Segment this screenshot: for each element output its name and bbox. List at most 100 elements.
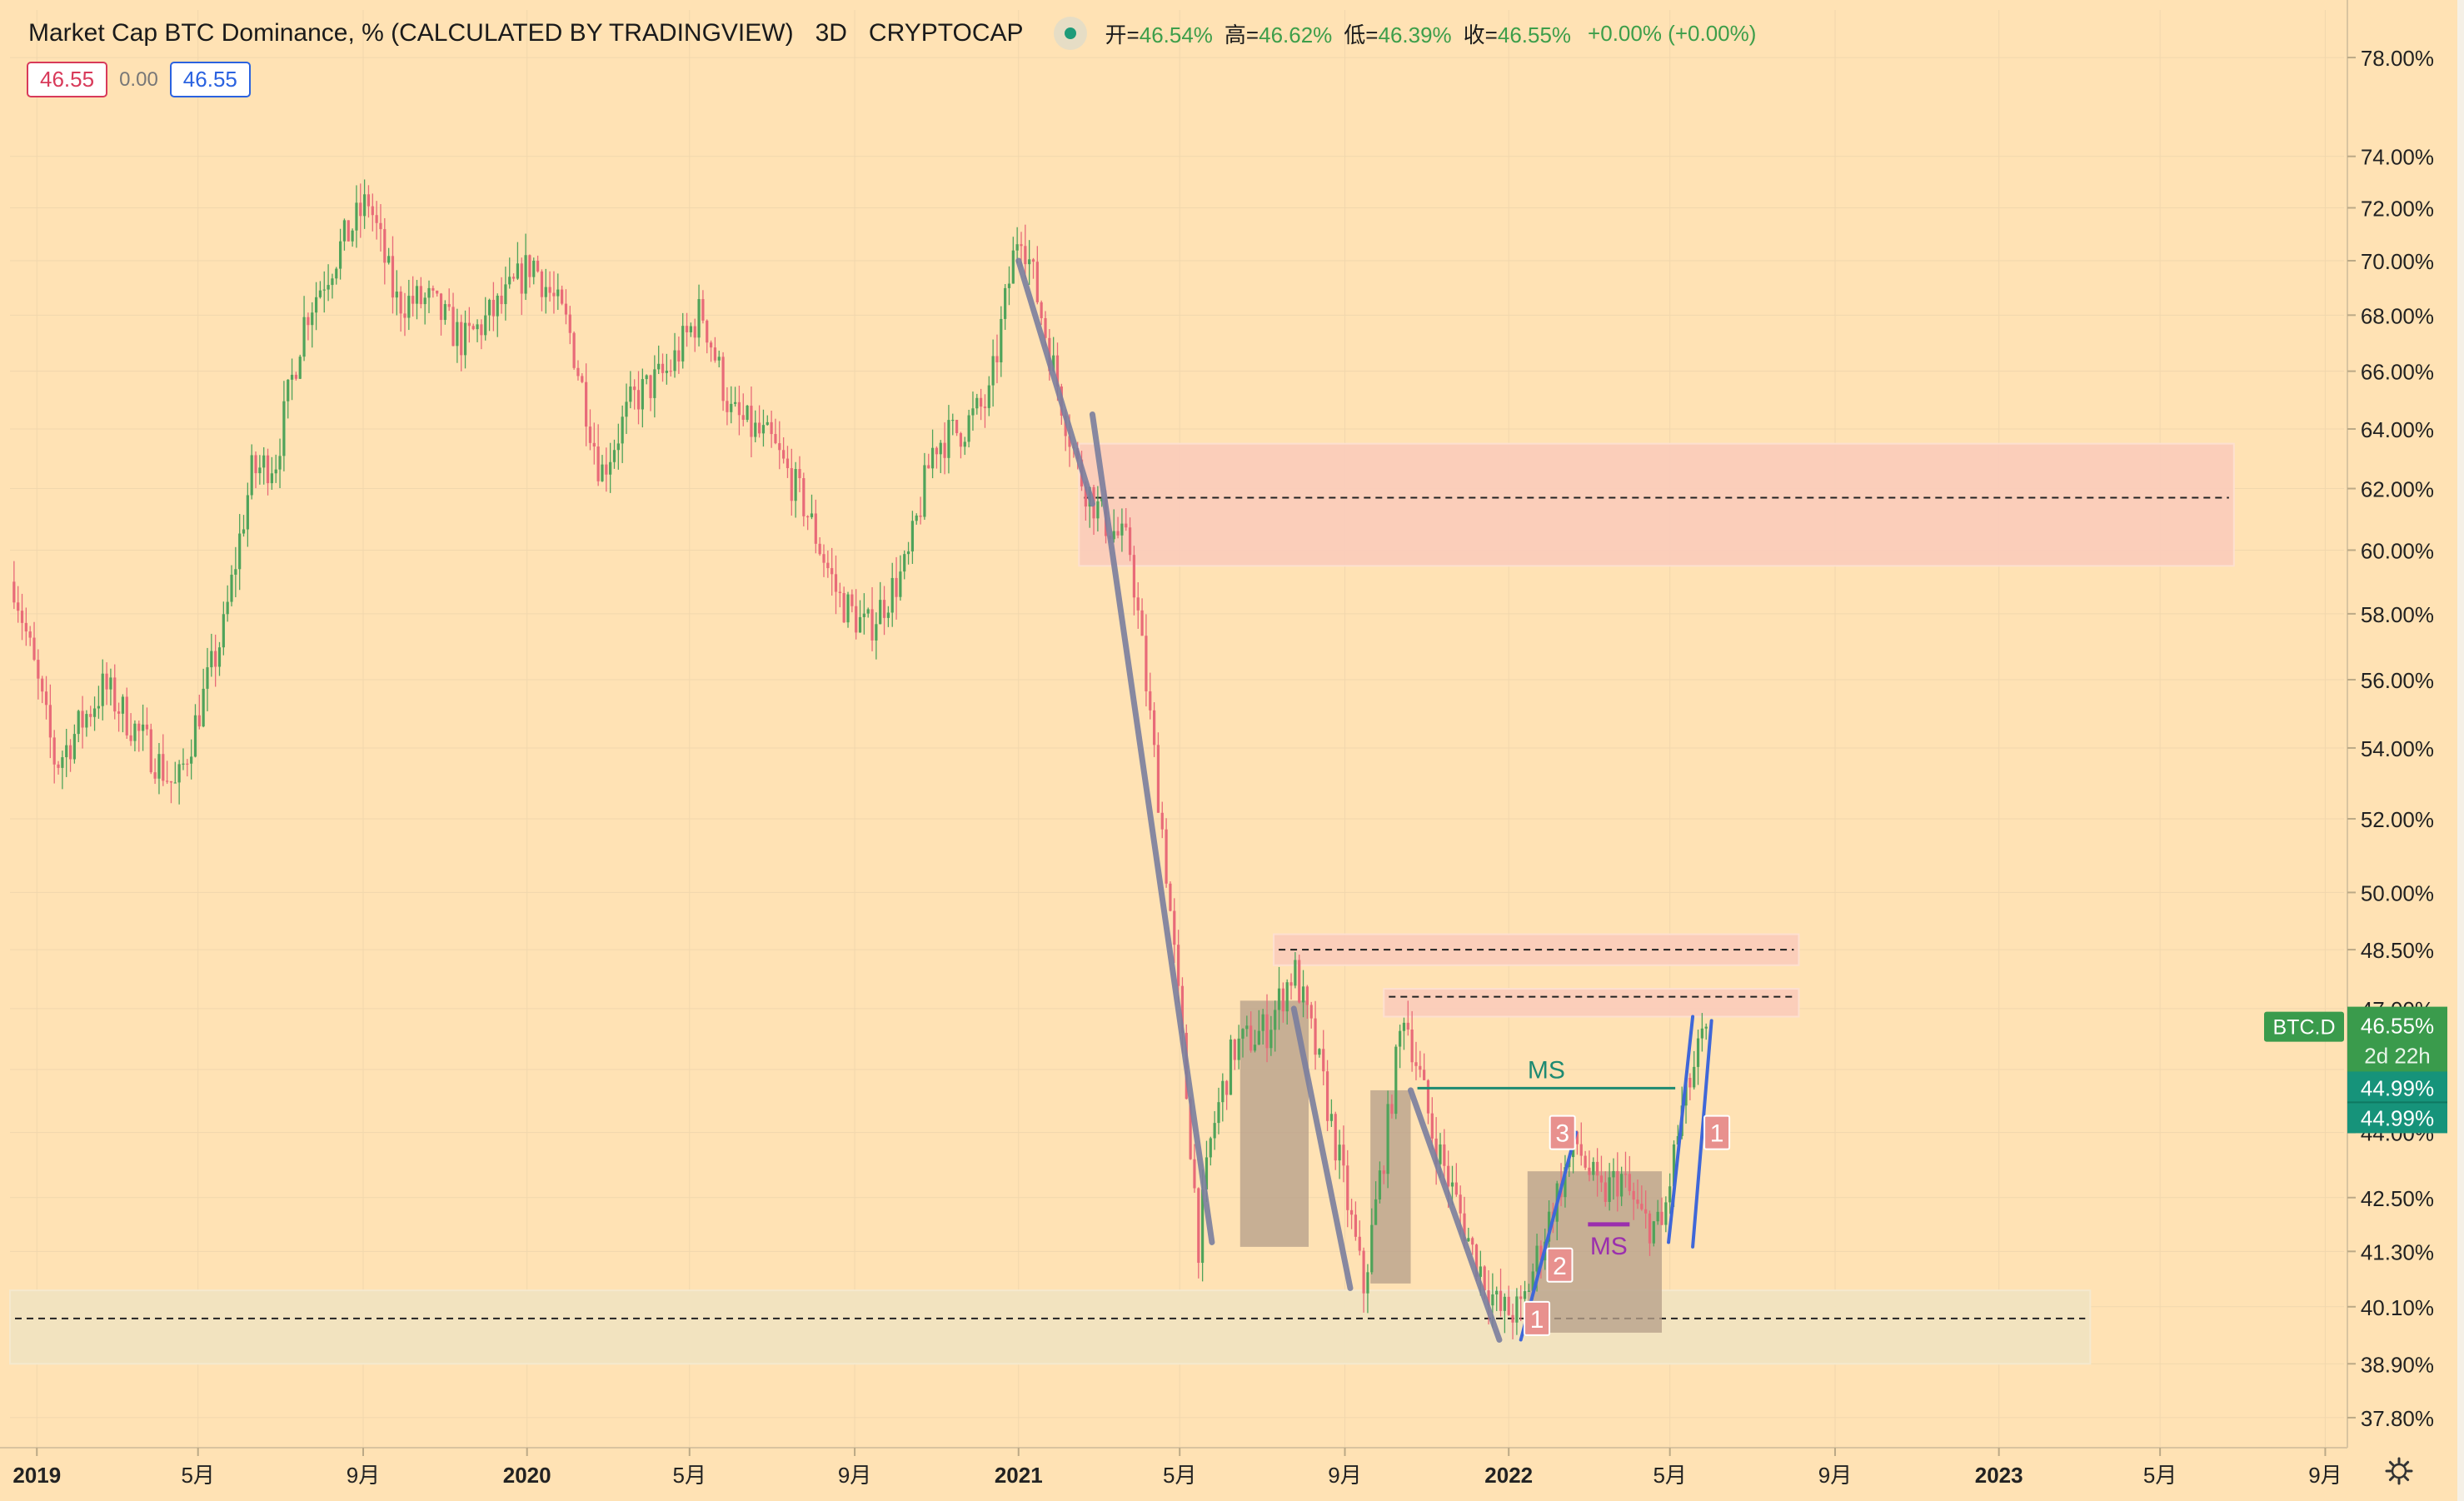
- price-tick-label: 42.50%: [2361, 1186, 2434, 1211]
- candle-body: [1160, 812, 1164, 830]
- candle-body: [919, 515, 922, 517]
- price-tick-label: 64.00%: [2361, 417, 2434, 442]
- symbol-title[interactable]: Market Cap BTC Dominance, % (CALCULATED …: [28, 19, 794, 47]
- candle-body: [1507, 1296, 1510, 1315]
- candle-body: [133, 723, 137, 741]
- market-status-icon[interactable]: [1053, 17, 1087, 50]
- legend-header: Market Cap BTC Dominance, % (CALCULATED …: [28, 15, 1756, 52]
- candle-body: [1374, 1199, 1378, 1225]
- candle-body: [177, 764, 181, 783]
- candle-body: [1523, 1291, 1527, 1299]
- price-tag: 46.55%: [2361, 1014, 2434, 1039]
- candle-body: [302, 317, 306, 357]
- candle-body: [706, 320, 709, 343]
- candle-body: [471, 326, 475, 330]
- candle-body: [456, 322, 459, 347]
- candle-body: [798, 469, 801, 479]
- candle-body: [1414, 1062, 1418, 1066]
- candle-body: [37, 660, 40, 679]
- candle-body: [532, 261, 536, 277]
- candle-body: [1177, 945, 1180, 986]
- candle-body: [61, 757, 64, 768]
- candle-body: [810, 513, 814, 517]
- candle-body: [1644, 1209, 1648, 1214]
- candle-body: [1564, 1167, 1567, 1198]
- candle-body: [57, 764, 60, 768]
- time-tick-label: 5月: [1653, 1463, 1686, 1488]
- candle-body: [552, 292, 556, 297]
- candle-body: [935, 447, 939, 455]
- candle-body: [162, 754, 165, 781]
- candle-body: [866, 609, 870, 614]
- candle-body: [1527, 1290, 1530, 1292]
- count-label-1-right: 1: [1710, 1120, 1724, 1148]
- time-tick-label: 9月: [347, 1463, 380, 1488]
- sell-value-box[interactable]: 46.55: [27, 62, 108, 97]
- candle-body: [636, 390, 641, 410]
- candle-body: [685, 326, 689, 332]
- price-tick-label: 72.00%: [2361, 196, 2434, 221]
- spread-value: 0.00: [119, 67, 158, 91]
- candle-body: [737, 401, 741, 416]
- candle-body: [415, 286, 419, 304]
- candle-body: [1612, 1170, 1615, 1178]
- candle-body: [153, 772, 157, 779]
- candle-body: [1193, 1159, 1196, 1189]
- candle-body: [951, 420, 955, 421]
- candle-body: [528, 255, 531, 277]
- candle-body: [862, 613, 865, 617]
- impulse-line: [1691, 1019, 1713, 1249]
- candle-body: [939, 442, 942, 455]
- buy-value-box[interactable]: 46.55: [169, 62, 251, 97]
- candle-body: [1285, 982, 1289, 1012]
- candle-body: [81, 711, 84, 728]
- count-label-3: 3: [1555, 1120, 1569, 1148]
- candle-body: [1399, 1030, 1402, 1047]
- candle-body: [1423, 1070, 1426, 1080]
- price-tick-label: 41.30%: [2361, 1239, 2434, 1264]
- candle-body: [1579, 1144, 1583, 1156]
- candle-body: [1495, 1290, 1499, 1295]
- candle-body: [1128, 527, 1132, 556]
- candle-body: [1294, 960, 1297, 986]
- candle-body: [41, 678, 44, 692]
- candle-body: [1156, 745, 1160, 813]
- gear-icon[interactable]: [2384, 1456, 2414, 1486]
- candle-body: [1471, 1238, 1474, 1245]
- time-tick-label: 9月: [1328, 1463, 1361, 1488]
- candle-body: [391, 256, 395, 298]
- candle-body: [1479, 1266, 1482, 1277]
- candle-body: [97, 706, 101, 709]
- candle-body: [1596, 1161, 1599, 1176]
- candle-body: [858, 616, 862, 633]
- candle-body: [572, 332, 576, 368]
- candle-body: [790, 468, 793, 501]
- right-scrollbar: [2457, 0, 2464, 1501]
- candle-body: [910, 521, 914, 552]
- candle-body: [971, 408, 975, 416]
- candle-body: [262, 455, 266, 468]
- candle-body: [173, 782, 177, 784]
- candle-body: [1028, 259, 1031, 265]
- candle-body: [1233, 1039, 1236, 1060]
- candle-body: [834, 574, 838, 592]
- candle-body: [202, 688, 205, 727]
- candle-body: [504, 284, 507, 305]
- candle-body: [1000, 318, 1003, 362]
- candle-body: [451, 307, 455, 347]
- candle-body: [210, 651, 213, 668]
- price-tick-label: 78.00%: [2361, 46, 2434, 71]
- candle-body: [339, 241, 342, 269]
- candle-body: [596, 446, 600, 481]
- candle-body: [568, 314, 571, 333]
- candle-body: [447, 304, 451, 307]
- candle-body: [875, 624, 878, 641]
- timeframe-label[interactable]: 3D: [815, 19, 847, 47]
- plot-area[interactable]: [10, 10, 2344, 1449]
- candle-body: [1149, 691, 1152, 711]
- candle-body: [1668, 1186, 1672, 1203]
- candle-body: [1640, 1204, 1643, 1209]
- candle-body: [1575, 1131, 1579, 1144]
